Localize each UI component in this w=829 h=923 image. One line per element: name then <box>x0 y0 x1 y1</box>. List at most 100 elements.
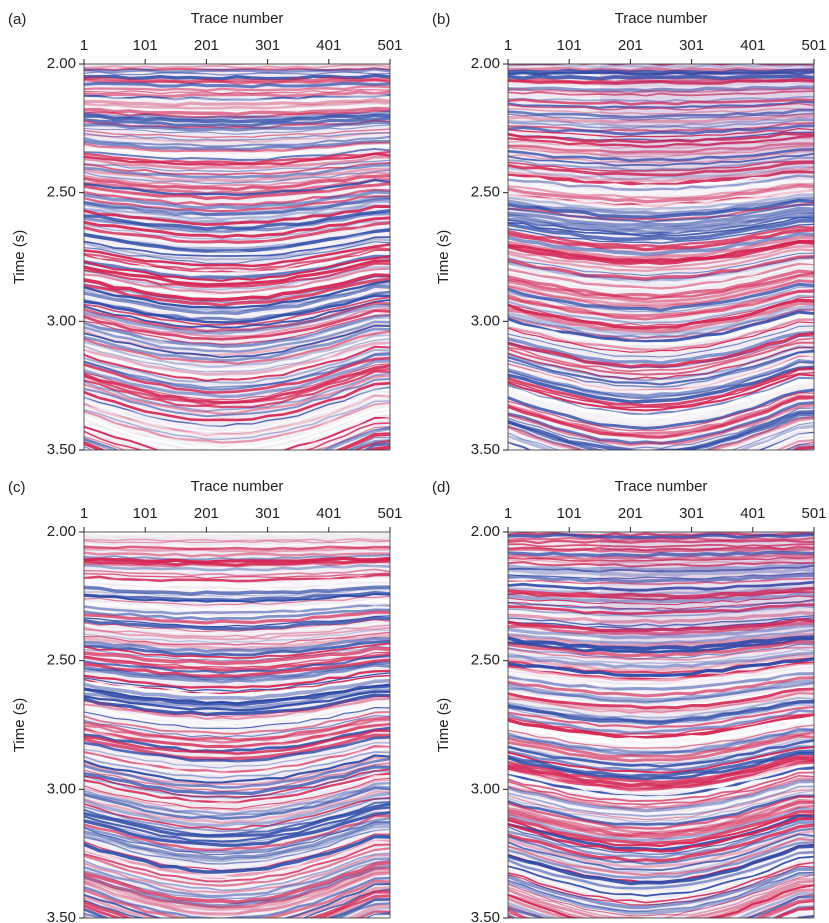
x-tick-label: 401 <box>740 505 765 522</box>
reflector <box>508 687 814 710</box>
reflector <box>84 116 390 128</box>
reflector <box>508 431 814 450</box>
reflector <box>84 334 390 368</box>
reflector <box>84 757 390 789</box>
x-tick-label: 101 <box>133 37 158 54</box>
reflector <box>508 520 814 523</box>
reflector <box>508 690 814 713</box>
reflector <box>84 545 390 551</box>
reflector <box>508 714 814 740</box>
reflector <box>84 144 390 160</box>
reflector <box>508 216 814 237</box>
reflector <box>84 392 390 433</box>
reflector <box>508 294 814 324</box>
reflector <box>84 645 390 662</box>
reflector <box>508 785 814 818</box>
reflector <box>508 419 814 450</box>
reflector <box>84 178 390 197</box>
reflector <box>508 546 814 554</box>
reflector <box>84 669 390 689</box>
reflector <box>508 893 814 918</box>
reflector <box>508 577 814 585</box>
reflector <box>508 724 814 749</box>
reflector <box>508 715 814 742</box>
reflector <box>84 424 390 450</box>
reflector <box>84 652 390 672</box>
reflector <box>84 847 390 887</box>
reflector <box>508 591 814 601</box>
reflector <box>84 876 390 918</box>
reflector <box>508 421 814 450</box>
reflector <box>84 690 390 712</box>
reflector <box>508 608 814 621</box>
reflector <box>508 853 814 895</box>
reflector <box>84 663 390 684</box>
reflector <box>508 734 814 763</box>
reflector <box>84 726 390 753</box>
reflector <box>84 315 390 348</box>
reflector <box>84 284 390 316</box>
reflector <box>84 852 390 892</box>
reflector <box>508 74 814 81</box>
reflector <box>84 840 390 880</box>
reflector <box>84 374 390 415</box>
reflector <box>508 699 814 725</box>
reflector <box>508 403 814 447</box>
reflector <box>508 209 814 231</box>
reflector <box>84 396 390 438</box>
reflector <box>84 811 390 844</box>
reflector <box>508 595 814 606</box>
reflector <box>84 290 390 322</box>
reflector <box>84 159 390 173</box>
x-tick-label: 201 <box>194 37 219 54</box>
reflector <box>84 883 390 918</box>
reflector <box>508 365 814 404</box>
reflector <box>84 672 390 692</box>
reflector <box>84 894 390 918</box>
reflector <box>508 763 814 794</box>
reflector <box>508 810 814 846</box>
reflector <box>508 850 814 890</box>
reflector <box>508 573 814 584</box>
reflector <box>508 255 814 281</box>
reflector <box>508 160 814 172</box>
reflector <box>84 104 390 113</box>
reflector <box>84 563 390 572</box>
reflector <box>508 345 814 382</box>
reflector <box>84 593 390 603</box>
reflector <box>84 273 390 302</box>
reflector <box>508 346 814 380</box>
reflector <box>508 56 814 58</box>
reflector <box>508 416 814 450</box>
reflector <box>508 895 814 918</box>
x-axis-title: Trace number <box>191 10 284 27</box>
reflector <box>84 655 390 674</box>
reflector <box>508 102 814 111</box>
reflector <box>84 834 390 874</box>
x-tick-label: 501 <box>801 505 826 522</box>
reflector <box>508 392 814 432</box>
reflector <box>508 635 814 651</box>
reflector <box>84 90 390 98</box>
reflector <box>84 896 390 918</box>
reflector <box>84 626 390 641</box>
reflector <box>508 643 814 660</box>
reflector <box>508 783 814 815</box>
reflector <box>508 833 814 871</box>
reflector <box>84 381 390 422</box>
reflector <box>508 813 814 848</box>
reflector <box>84 97 390 107</box>
y-tick-label: 3.50 <box>471 441 500 458</box>
reflector <box>508 745 814 772</box>
reflector <box>508 599 814 612</box>
reflector <box>508 667 814 687</box>
reflector <box>84 573 390 583</box>
reflector <box>508 137 814 150</box>
reflector <box>508 245 814 269</box>
reflector <box>84 688 390 710</box>
reflector <box>84 599 390 613</box>
reflector <box>84 64 390 69</box>
y-tick-label: 2.00 <box>47 523 76 540</box>
panel-label: (a) <box>8 11 26 28</box>
reflector <box>508 898 814 918</box>
